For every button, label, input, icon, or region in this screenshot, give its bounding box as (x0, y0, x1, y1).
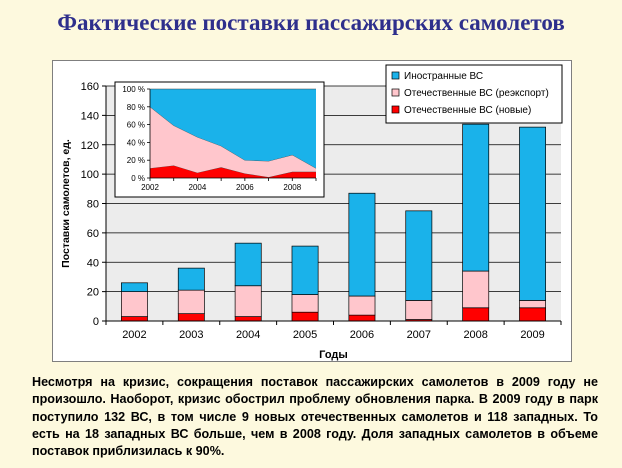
bar-segment (234, 316, 262, 322)
y-tick-label: 120 (81, 140, 99, 152)
inset-y-tick-label: 100 % (122, 85, 145, 94)
inset-x-tick-label: 2008 (283, 183, 301, 192)
bar-segment (348, 295, 376, 316)
bar-segment (291, 245, 319, 295)
x-tick-label: 2006 (350, 329, 374, 341)
inset-area (150, 106, 316, 178)
inset-x-tick-label: 2006 (236, 183, 254, 192)
bar-segment (177, 267, 205, 291)
x-tick-label: 2007 (407, 329, 431, 341)
page-title: Фактические поставки пассажирских самоле… (57, 10, 565, 35)
bar-segment (405, 300, 433, 320)
bar-segment (348, 192, 376, 297)
legend-swatch (391, 105, 400, 114)
inset-y-tick-label: 0 % (131, 174, 145, 183)
bar-segment (519, 300, 546, 309)
x-tick-label: 2008 (463, 329, 487, 341)
x-tick-label: 2004 (236, 329, 260, 341)
y-tick-label: 20 (87, 287, 99, 299)
bar-segment (291, 311, 319, 322)
legend-box (385, 64, 563, 124)
inset-x-tick-label: 2002 (141, 183, 159, 192)
inset-y-tick-label: 20 % (127, 156, 145, 165)
bar-segment (519, 307, 546, 322)
inset-y-tick-label: 80 % (127, 103, 145, 112)
x-tick-label: 2003 (179, 329, 203, 341)
inset-x-tick-label: 2004 (189, 183, 207, 192)
bar-segment (234, 285, 262, 317)
bar-segment (121, 282, 148, 292)
inset-area (150, 165, 316, 178)
inset-series-line (149, 106, 317, 169)
bar-segment (121, 316, 148, 322)
chart-frame: 0 20 40 60 80 100 120 140 160 2002 2003 2004 2005 200… (52, 60, 572, 362)
bar-segment (519, 126, 546, 301)
y-axis-title: Поставки самолетов, ед. (60, 139, 72, 268)
legend-swatch (391, 88, 400, 97)
bar-segment (462, 270, 490, 309)
bar-segment (462, 123, 490, 272)
legend-label: Иностранные ВС (404, 71, 483, 82)
description-text: Несмотря на кризис, сокращения поставок … (32, 375, 598, 459)
bar-segment (405, 210, 433, 301)
y-tick-label: 160 (81, 81, 99, 93)
y-tick-label: 40 (87, 257, 99, 269)
x-tick-label: 2002 (122, 329, 146, 341)
deliveries-chart: 0 20 40 60 80 100 120 140 160 2002 2003 2004 2005 200… (60, 64, 563, 361)
legend-label: Отечественные ВС (новые) (404, 105, 531, 116)
y-tick-label: 100 (81, 169, 99, 181)
bar-segment (348, 314, 376, 322)
legend-swatch (391, 71, 400, 80)
bar-segment (177, 313, 205, 322)
inset-y-tick-label: 40 % (127, 138, 145, 147)
x-tick-label: 2009 (520, 329, 544, 341)
bar-segment (234, 242, 262, 287)
y-tick-label: 0 (93, 316, 99, 328)
bar-segment (291, 294, 319, 313)
bar-segment (462, 307, 490, 322)
x-tick-label: 2005 (293, 329, 317, 341)
y-tick-label: 60 (87, 228, 99, 240)
y-tick-label: 140 (81, 110, 99, 122)
inset-area (150, 89, 316, 169)
bar-segment (177, 289, 205, 315)
inset-y-tick-label: 60 % (127, 121, 145, 130)
x-axis-title: Годы (319, 349, 348, 361)
legend-label: Отечественные ВС (реэкспорт) (404, 88, 549, 99)
bar-segment (121, 291, 148, 317)
y-tick-label: 80 (87, 199, 99, 211)
